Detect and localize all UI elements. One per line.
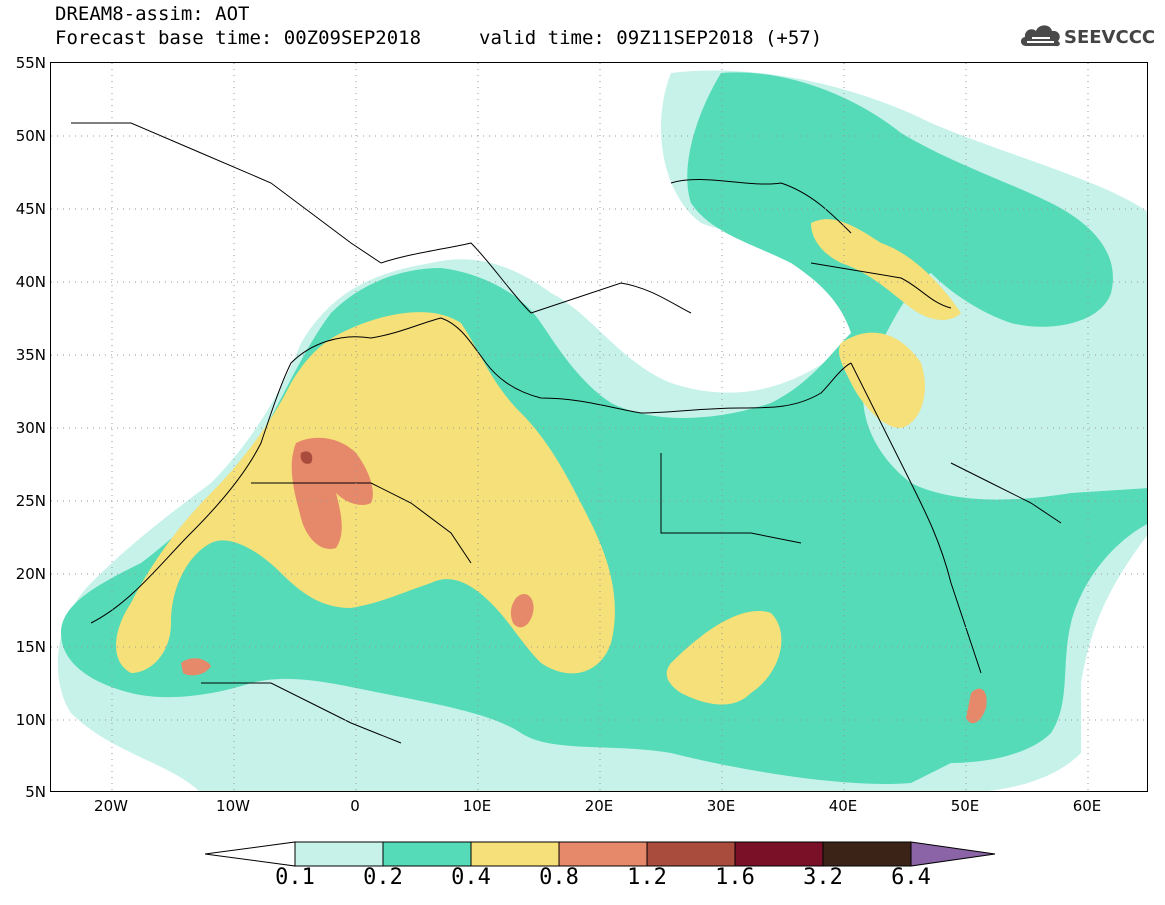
colorbar-swatch-2 — [382, 841, 472, 867]
lon-label-20e: 20E — [584, 797, 614, 815]
aot-contours — [57, 70, 1147, 791]
colorbar-label-0-2: 0.2 — [363, 865, 403, 890]
lat-label-10n: 10N — [15, 711, 46, 729]
lon-label-0: 0 — [350, 797, 360, 815]
coastlines — [71, 122, 1062, 744]
lon-label-20w: 20W — [94, 797, 128, 815]
lon-label-60e: 60E — [1072, 797, 1102, 815]
lat-label-40n: 40N — [15, 273, 46, 291]
seevccc-logo: SEEVCCC — [1018, 20, 1156, 60]
colorbar-swatch-4 — [558, 841, 648, 867]
lat-label-35n: 35N — [15, 346, 46, 364]
colorbar-overflow — [910, 841, 996, 867]
logo-text: SEEVCCC — [1064, 27, 1156, 48]
lat-label-45n: 45N — [15, 200, 46, 218]
cloud-icon — [1020, 25, 1060, 47]
lat-label-25n: 25N — [15, 492, 46, 510]
colorbar-label-6-4: 6.4 — [891, 865, 931, 890]
colorbar-label-0-8: 0.8 — [539, 865, 579, 890]
colorbar-swatch-3 — [470, 841, 560, 867]
lon-label-10w: 10W — [216, 797, 250, 815]
colorbar-swatch-5 — [646, 841, 736, 867]
colorbar-swatch-6 — [734, 841, 824, 867]
colorbar-swatch-1 — [294, 841, 384, 867]
lat-label-55n: 55N — [15, 54, 46, 72]
lat-label-20n: 20N — [15, 565, 46, 583]
colorbar — [205, 841, 996, 867]
colorbar-underflow — [205, 841, 296, 867]
colorbar-label-1-6: 1.6 — [715, 865, 755, 890]
lon-label-40e: 40E — [828, 797, 858, 815]
colorbar-label-1-2: 1.2 — [627, 865, 667, 890]
lat-label-5n: 5N — [25, 783, 46, 801]
forecast-base-time: Forecast base time: 00Z09SEP2018 — [55, 27, 422, 49]
lon-label-10e: 10E — [462, 797, 492, 815]
lon-label-50e: 50E — [950, 797, 980, 815]
colorbar-label-3-2: 3.2 — [803, 865, 843, 890]
map-title: DREAM8-assim: AOT — [55, 3, 250, 25]
lat-label-15n: 15N — [15, 638, 46, 656]
aot-map — [51, 63, 1147, 791]
colorbar-label-0-4: 0.4 — [451, 865, 491, 890]
map-panel — [50, 62, 1148, 792]
lat-label-50n: 50N — [15, 127, 46, 145]
colorbar-label-0-1: 0.1 — [275, 865, 315, 890]
valid-time: valid time: 09Z11SEP2018 (+57) — [479, 27, 823, 49]
lon-label-30e: 30E — [706, 797, 736, 815]
colorbar-swatch-7 — [822, 841, 912, 867]
lat-label-30n: 30N — [15, 419, 46, 437]
